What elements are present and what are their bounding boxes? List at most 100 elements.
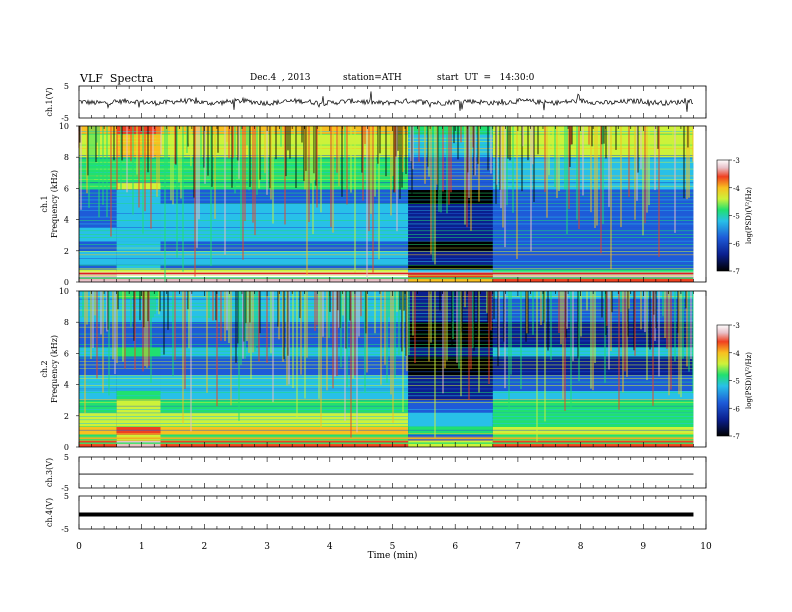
spectrogram-band	[79, 126, 117, 134]
y-axis-label: ch.3(V)	[45, 458, 54, 487]
x-tick-label: 3	[264, 542, 270, 552]
colorbar-tick-label: -4	[733, 350, 740, 358]
y-tick-label: 8	[64, 318, 69, 327]
y-tick-label: 0	[64, 443, 69, 452]
ch3-waveform: 5 -5 ch.3(V)	[45, 453, 707, 493]
start-time-label: start UT = 14:30:0	[437, 73, 535, 83]
spectrogram-band	[160, 400, 409, 413]
x-tick-label: 0	[76, 542, 82, 552]
spectrogram-band	[492, 250, 694, 265]
ch1-spectrogram: 0 2 4 6 8 10 ch.1 Frequency (kHz) -3 -4 -5 -6 -7 log(…	[40, 122, 753, 287]
y-axis-label: ch.4(V)	[45, 498, 54, 527]
spectrogram-band	[408, 400, 493, 413]
spectrogram-band	[160, 356, 409, 376]
colorbar-tick-label: -3	[733, 322, 740, 330]
spectrogram-band	[79, 157, 117, 183]
spectrogram-band	[79, 250, 117, 265]
y-tick-label: 4	[64, 381, 69, 390]
colorbar	[716, 324, 730, 437]
channel-label: ch.2	[40, 360, 49, 377]
y-tick-label: 5	[64, 82, 69, 91]
station-label: station=ATH	[343, 73, 402, 83]
x-tick-label: 2	[202, 542, 208, 552]
y-tick-label: 2	[64, 412, 69, 421]
y-axis-label: ch.1(V)	[45, 87, 54, 116]
spectrogram-band	[116, 277, 161, 282]
spectrogram-band	[408, 250, 493, 265]
no-data-area	[693, 126, 706, 282]
y-tick-label: -5	[61, 114, 69, 123]
spectrogram-band	[116, 347, 161, 357]
spectrogram-band	[408, 204, 493, 228]
x-tick-label: 5	[390, 542, 396, 552]
ch1-waveform: 5 -5 ch.1(V)	[45, 82, 707, 123]
spectrogram-band	[492, 400, 694, 413]
spectrogram-band	[160, 126, 409, 134]
y-tick-label: 2	[64, 247, 69, 256]
colorbar-tick-label: -3	[733, 157, 740, 165]
waveform-trace	[78, 91, 693, 112]
spectrogram-band	[160, 204, 409, 228]
colorbar-tick-label: -6	[733, 405, 740, 413]
spectrogram-band	[492, 390, 694, 401]
x-tick-label: 8	[578, 542, 584, 552]
spectrogram-band	[408, 298, 493, 323]
spectrogram-band	[160, 375, 409, 391]
colorbar-tick-label: -5	[733, 378, 740, 386]
y-tick-label: 10	[59, 122, 69, 131]
spectrogram-band	[160, 274, 409, 278]
x-tick-label: 10	[700, 542, 712, 552]
y-tick-label: 5	[64, 492, 69, 501]
spectrogram-band	[79, 291, 117, 299]
x-axis-label: Time (min)	[368, 550, 418, 561]
channel-label: ch.1	[40, 195, 49, 212]
y-tick-label: 8	[64, 153, 69, 162]
chart-title: VLF Spectra	[80, 72, 154, 85]
spectrogram-band	[116, 322, 161, 348]
spectrogram-band	[160, 426, 409, 435]
colorbar-tick-label: -7	[733, 433, 740, 441]
spectrogram-band	[160, 189, 409, 204]
ch4-waveform: 5 -5 ch.4(V)	[45, 492, 707, 534]
spectrogram-band	[408, 277, 493, 282]
y-tick-label: 5	[64, 453, 69, 462]
y-tick-label: 6	[64, 349, 69, 358]
colorbar-label: log(PSD)(V²/Hz)	[745, 187, 753, 244]
spectrogram-band	[408, 274, 493, 278]
spectrogram-band	[79, 264, 117, 270]
spectrogram-band	[408, 375, 493, 391]
spectrogram-band	[492, 274, 694, 278]
y-tick-label: 10	[59, 287, 69, 296]
colorbar-label: log(PSD)(V²/Hz)	[745, 352, 753, 409]
spectrogram-band	[408, 390, 493, 401]
x-tick-label: 7	[515, 542, 521, 552]
spectrogram-band	[408, 264, 493, 270]
spectrogram-band	[116, 390, 161, 401]
spectrogram-band	[160, 250, 409, 265]
colorbar	[716, 159, 730, 272]
spectrogram-band	[492, 264, 694, 270]
no-data-area	[693, 291, 706, 447]
y-axis-label: Frequency (kHz)	[50, 335, 59, 403]
spectrogram-band	[79, 426, 117, 435]
spectrogram-band	[79, 241, 117, 251]
spectrogram-band	[116, 274, 161, 278]
spectrogram-band	[492, 126, 694, 134]
colorbar-tick-label: -7	[733, 268, 740, 276]
spectrogram-band	[160, 390, 409, 401]
x-tick-label: 4	[327, 542, 333, 552]
spectrogram-band	[408, 291, 493, 299]
spectrogram-band	[79, 274, 117, 278]
y-axis-label: Frequency (kHz)	[50, 170, 59, 238]
spectrogram-band	[79, 347, 117, 357]
y-tick-label: -5	[61, 484, 69, 493]
spectrogram-band	[408, 241, 493, 251]
spectrogram-band	[160, 241, 409, 251]
x-tick-label: 9	[640, 542, 646, 552]
spectrogram-band	[79, 277, 117, 282]
spectrogram-band	[492, 189, 694, 204]
spectrogram-band	[79, 375, 117, 391]
spectrogram-band	[116, 426, 161, 435]
spectrogram-band	[160, 277, 409, 282]
